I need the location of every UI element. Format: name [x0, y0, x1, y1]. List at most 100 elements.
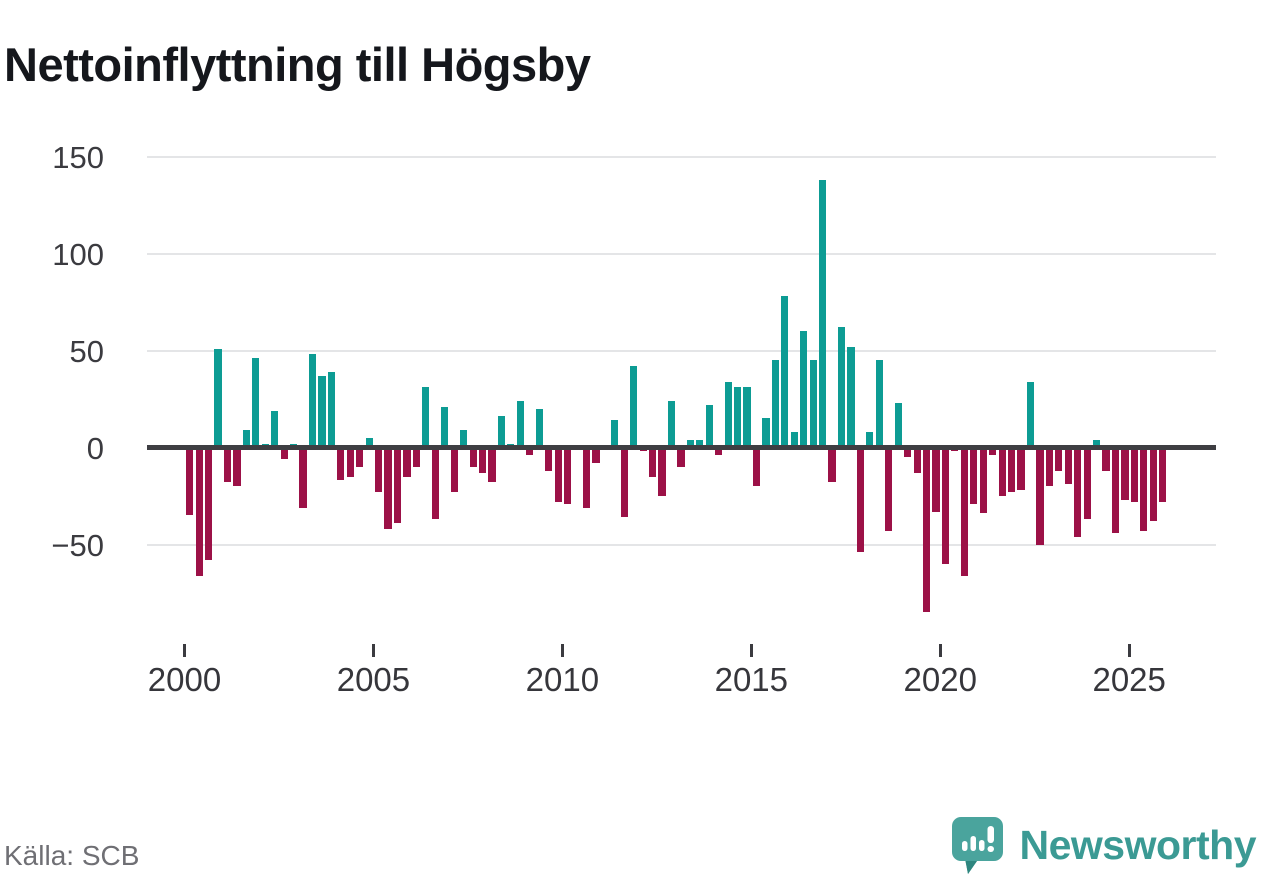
x-axis-label-2005: 2005: [336, 661, 411, 698]
bar-2003Q1: [299, 447, 307, 508]
bar-2025Q4: [1159, 447, 1167, 502]
bar-2017Q1: [828, 447, 836, 483]
gridline-y-100: [147, 252, 1216, 255]
bar-2010Q4: [592, 447, 600, 464]
bar-2013Q1: [677, 447, 685, 467]
bar-2022Q2: [1026, 381, 1035, 448]
bar-2015Q1: [752, 447, 761, 487]
bar-2015Q4: [781, 296, 789, 448]
gridline-y-150: [147, 155, 1216, 158]
bar-2015Q3: [771, 360, 779, 448]
bar-2005Q1: [375, 447, 383, 493]
bar-2005Q2: [384, 447, 392, 529]
bar-2001Q2: [233, 447, 241, 487]
x-axis-label-2015: 2015: [714, 661, 789, 698]
bar-2023Q4: [1083, 447, 1091, 520]
y-axis-label--50: −50: [51, 527, 104, 563]
gridline-y-50: [147, 349, 1216, 352]
bar-2019Q2: [913, 447, 921, 473]
bar-2008Q1: [488, 447, 496, 483]
bar-2009Q4: [554, 447, 562, 502]
bar-2017Q4: [856, 447, 865, 553]
brand-lockup: Newsworthy: [949, 814, 1257, 876]
bar-2016Q3: [809, 360, 817, 448]
y-axis-label-150: 150: [52, 139, 104, 175]
x-axis-tick-2000: [183, 644, 186, 657]
bar-2014Q2: [724, 381, 732, 448]
y-axis-label-100: 100: [52, 236, 104, 272]
bar-2023Q3: [1074, 447, 1082, 537]
bar-2021Q1: [979, 447, 987, 514]
bar-2000Q2: [195, 447, 203, 576]
bar-2024Q1: [1093, 439, 1101, 448]
bar-2025Q3: [1149, 447, 1157, 522]
bar-2007Q1: [450, 447, 458, 493]
bar-2018Q4: [894, 402, 902, 448]
x-axis-tick-2015: [749, 644, 753, 657]
bar-2003Q4: [327, 371, 335, 448]
bar-2025Q1: [1130, 447, 1138, 502]
bar-2018Q2: [875, 360, 883, 448]
bar-2004Q2: [346, 447, 354, 477]
bar-2007Q2: [460, 430, 468, 448]
bar-2023Q1: [1055, 447, 1063, 471]
bar-2000Q4: [214, 348, 222, 448]
bar-2020Q4: [970, 447, 978, 504]
chart-title: Nettoinflyttning till Högsby: [4, 38, 591, 92]
x-axis-tick-2010: [560, 644, 564, 657]
bar-2019Q3: [922, 447, 931, 613]
bar-2008Q2: [497, 416, 506, 448]
y-axis-label-50: 50: [69, 333, 104, 369]
bar-2010Q1: [563, 447, 572, 504]
bar-2015Q2: [762, 418, 770, 448]
bar-2024Q2: [1102, 447, 1110, 471]
gridline-y--50: [147, 543, 1216, 546]
bar-2021Q2: [989, 447, 997, 456]
y-axis-label-0: 0: [86, 430, 104, 466]
bar-2012Q4: [667, 400, 676, 448]
bar-2018Q1: [866, 431, 874, 448]
bar-2022Q4: [1045, 447, 1053, 487]
x-axis-tick-2005: [371, 644, 375, 657]
bar-2012Q2: [649, 447, 657, 477]
bar-2025Q2: [1140, 447, 1148, 531]
bar-2020Q3: [960, 447, 968, 576]
bar-2023Q2: [1064, 447, 1072, 485]
bar-2007Q4: [478, 447, 487, 473]
bar-2000Q1: [186, 447, 194, 516]
bar-2003Q2: [308, 354, 317, 448]
bar-2021Q4: [1007, 447, 1016, 493]
bar-2017Q2: [837, 327, 846, 448]
x-axis-label-2000: 2000: [147, 661, 222, 698]
bar-2011Q4: [630, 366, 638, 448]
source-caption: Källa: SCB: [4, 840, 140, 871]
bar-2022Q1: [1017, 447, 1025, 491]
bar-2006Q1: [412, 447, 420, 467]
bar-2004Q1: [337, 447, 345, 481]
bar-2011Q3: [620, 447, 628, 518]
brand-name: Newsworthy: [1019, 821, 1257, 868]
bar-2014Q4: [743, 387, 751, 448]
plot-area: 150 100 50 0 −50 2000 2005 2010 2015 2020 2025: [51, 139, 1216, 698]
bar-2013Q3: [696, 439, 704, 448]
x-axis-tick-2020: [938, 644, 942, 657]
bar-2024Q3: [1111, 447, 1120, 533]
bar-2003Q3: [318, 375, 326, 448]
bar-2005Q3: [393, 447, 402, 524]
zero-axis-line: [147, 445, 1216, 450]
bar-2004Q3: [356, 447, 364, 467]
bar-2011Q2: [611, 420, 619, 448]
bar-2021Q3: [998, 447, 1006, 496]
bar-2009Q3: [545, 447, 553, 471]
bar-2004Q4: [365, 437, 373, 448]
x-axis-label-2010: 2010: [525, 661, 600, 698]
bar-2009Q2: [535, 408, 543, 448]
x-axis-tick-2025: [1127, 644, 1131, 657]
bar-2017Q3: [847, 346, 855, 448]
bar-2018Q3: [885, 447, 893, 531]
x-axis-label-2020: 2020: [903, 661, 977, 698]
newsworthy-logo-icon: [951, 817, 1003, 874]
bar-2000Q3: [204, 447, 213, 561]
bar-2013Q4: [705, 404, 713, 448]
bar-2013Q2: [686, 439, 694, 448]
